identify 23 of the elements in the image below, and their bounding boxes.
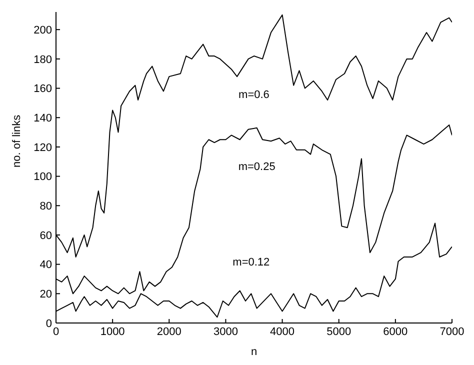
x-axis-title: n <box>250 346 258 358</box>
y-tick-label: 0 <box>46 318 52 330</box>
x-tick-label: 1000 <box>100 326 125 338</box>
x-tick-label: 7000 <box>440 326 464 338</box>
series-label: m=0.6 <box>238 89 270 102</box>
y-tick-label: 120 <box>34 142 52 154</box>
x-tick-label: 4000 <box>270 326 295 338</box>
y-tick-label: 40 <box>40 259 52 272</box>
x-tick-label: 2000 <box>156 326 182 338</box>
y-axis-title: no. of links <box>10 114 23 168</box>
y-tick-label: 140 <box>34 112 52 125</box>
x-tick-label: 3000 <box>213 326 238 338</box>
x-tick-label: 5000 <box>326 326 352 338</box>
y-tick-label: 160 <box>34 83 52 96</box>
series-label: m=0.25 <box>238 160 276 173</box>
y-tick-label: 200 <box>34 24 52 37</box>
y-tick-label: 180 <box>34 54 52 66</box>
text: m=0.12 <box>232 256 270 269</box>
y-tick-label: 100 <box>34 171 52 184</box>
y-tick-label: 60 <box>40 230 52 242</box>
x-tick-label: 6000 <box>383 326 408 338</box>
y-tick-label: 20 <box>40 288 52 301</box>
y-tick-label: 80 <box>40 200 52 213</box>
